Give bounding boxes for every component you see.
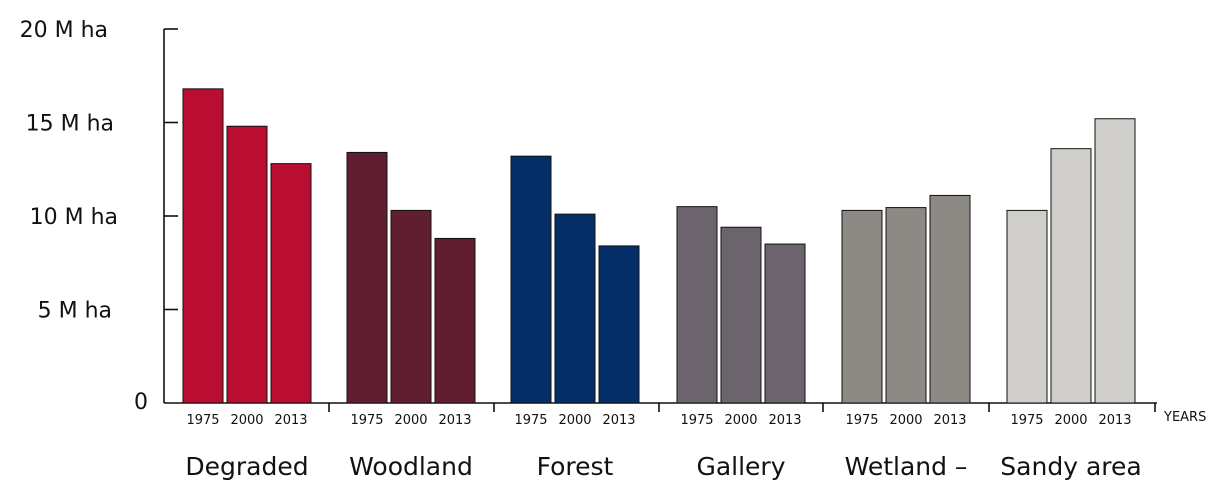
year-tick-label: 2000 <box>558 413 591 428</box>
bar-degraded-2013 <box>270 163 312 404</box>
bar-gallery-1975 <box>676 206 718 404</box>
year-tick-label: 2000 <box>230 413 263 428</box>
bar-wetland-1975 <box>841 209 883 404</box>
bar-woodland-1975 <box>346 151 388 404</box>
bar-woodland-2013 <box>434 237 476 404</box>
year-tick-label: 2013 <box>933 413 966 428</box>
category-label: Gallery <box>696 452 785 480</box>
y-tick-label: 10 M ha <box>30 205 118 230</box>
bar-forest-1975 <box>510 155 552 404</box>
category-label: Wetland – <box>845 452 968 480</box>
y-tick-label: 5 M ha <box>38 299 112 324</box>
bar-sandy-area-1975 <box>1006 209 1048 404</box>
year-tick-label: 2013 <box>438 413 471 428</box>
bar-degraded-1975 <box>182 88 224 404</box>
year-tick-label: 1975 <box>350 413 383 428</box>
bar-sandy-area-2013 <box>1094 118 1136 404</box>
bar-woodland-2000 <box>390 209 432 404</box>
year-tick-label: 2013 <box>602 413 635 428</box>
year-tick-label: 2000 <box>1054 413 1087 428</box>
year-tick-label: 2013 <box>1098 413 1131 428</box>
x-axis: YEARS 1975 2000 2013 1975 2000 2013 1975 2000 201… <box>164 402 1206 428</box>
year-tick-label: 1975 <box>186 413 219 428</box>
y-tick-label: 15 M ha <box>26 112 114 137</box>
bar-sandy-area-2000 <box>1050 148 1092 404</box>
year-tick-label: 1975 <box>1010 413 1043 428</box>
y-tick-label: 20 M ha <box>20 18 108 43</box>
category-labels: Degraded Woodland Forest Gallery Wetland – Sa… <box>185 452 1141 480</box>
bar-gallery-2013 <box>764 243 806 404</box>
year-tick-label: 1975 <box>845 413 878 428</box>
bar-wetland-2000 <box>885 207 927 404</box>
bar-wetland-2013 <box>929 194 971 404</box>
year-tick-label: 2013 <box>274 413 307 428</box>
year-tick-label: 1975 <box>514 413 547 428</box>
bar-forest-2013 <box>598 245 640 404</box>
year-tick-label: 2000 <box>724 413 757 428</box>
bar-degraded-2000 <box>226 125 268 404</box>
year-tick-label: 1975 <box>680 413 713 428</box>
bar-forest-2000 <box>554 213 596 404</box>
x-unit-label: YEARS <box>1163 410 1206 425</box>
y-axis: 0 5 M ha 10 M ha 15 M ha 20 M ha <box>20 18 178 415</box>
category-label: Degraded <box>185 452 308 480</box>
bar-gallery-2000 <box>720 226 762 404</box>
bars <box>182 88 1136 404</box>
year-tick-label: 2013 <box>768 413 801 428</box>
year-tick-label: 2000 <box>394 413 427 428</box>
year-tick-label: 2000 <box>889 413 922 428</box>
y-tick-label: 0 <box>134 390 148 415</box>
category-label: Woodland <box>349 452 473 480</box>
category-label: Forest <box>537 452 614 480</box>
category-label: Sandy area <box>1000 452 1141 480</box>
